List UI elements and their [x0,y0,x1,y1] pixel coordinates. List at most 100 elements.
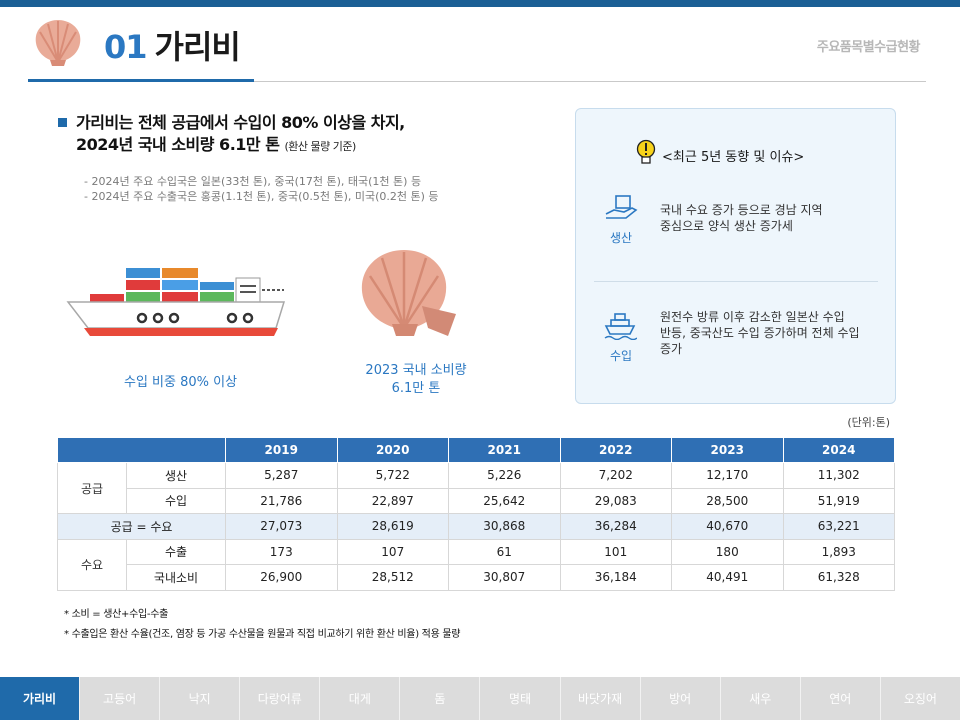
detail-import-countries: - 2024년 주요 수입국은 일본(33천 톤), 중국(17천 톤), 태국… [84,175,422,188]
table-cell: 5,226 [448,462,561,489]
footnotes: * 소비 = 생산+수입-수출 * 수출입은 환산 수율(건조, 염장 등 가공… [64,605,460,645]
headline-line1: 가리비는 전체 공급에서 수입이 80% 이상을 차지, [76,113,405,132]
row-label: 국내소비 [126,564,226,591]
trend-panel [575,108,896,404]
ship-icon [604,313,637,340]
production-text: 국내 수요 증가 등으로 경남 지역 중심으로 양식 생산 증가세 [660,202,884,234]
table-row: 국내소비 26,900 28,512 30,807 36,184 40,491 … [58,564,895,591]
footnote-conversion: * 수출입은 환산 수율(건조, 염장 등 가공 수산물을 원물과 직접 비교하… [64,629,461,640]
table-cell: 21,786 [225,487,338,514]
scallop-shell-illustration [361,250,456,336]
shell-caption-line2: 6.1만 톤 [391,381,441,396]
lightbulb-icon [636,139,656,164]
table-cell: 28,500 [671,487,784,514]
table-cell: 101 [559,538,672,565]
summary-headline: 가리비는 전체 공급에서 수입이 80% 이상을 차지, 2024년 국내 소비… [76,112,405,158]
bullet-marker [58,118,67,127]
table-header-row: 2019 2020 2021 2022 2023 2024 [57,437,895,463]
table-cell: 61,328 [782,564,895,591]
nav-tab-salmon[interactable]: 연어 [800,677,881,720]
table-row-balance: 공급 = 수요 27,073 28,619 30,868 36,284 40,6… [57,513,895,540]
shell-caption: 2023 국내 소비량 6.1만 톤 [346,362,486,398]
headline-line2: 2024년 국내 소비량 6.1만 톤 [76,135,280,154]
demand-group-label: 수요 [57,538,127,591]
nav-tab-mackerel[interactable]: 고등어 [80,677,161,720]
year-header: 2022 [559,437,672,463]
year-header: 2020 [336,437,449,463]
section-label: 주요품목별수급현황 [816,40,921,55]
row-label: 수입 [126,487,226,514]
header-divider-accent [28,79,254,82]
table-cell: 36,184 [559,564,672,591]
supply-group-label: 공급 [57,462,127,514]
year-header: 2023 [671,437,784,463]
table-cell: 1,893 [782,538,895,565]
table-cell: 61 [448,538,561,565]
table-corner [57,437,226,463]
summary-details: - 2024년 주요 수입국은 일본(33천 톤), 중국(17천 톤), 태국… [84,174,439,204]
header-divider [30,81,926,82]
table-cell: 30,807 [448,564,561,591]
table-cell: 11,302 [782,462,895,489]
table-cell: 5,722 [336,462,449,489]
table-cell: 26,900 [225,564,338,591]
nav-tab-scallop[interactable]: 가리비 [0,677,81,720]
import-text: 원전수 방류 이후 감소한 일본산 수입 반등, 중국산도 수입 증가하며 전체… [660,309,884,357]
table-cell: 29,083 [559,487,672,514]
table-cell: 7,202 [559,462,672,489]
table-cell: 63,221 [782,513,895,540]
page-title: 01 가리비 [104,22,241,68]
table-cell: 5,287 [225,462,338,489]
year-header: 2019 [225,437,338,463]
table-cell: 28,619 [336,513,449,540]
headline-note: (환산 물량 기준) [284,140,357,153]
year-header: 2021 [448,437,561,463]
cargo-ship-icon [66,268,286,336]
table-cell: 22,897 [336,487,449,514]
row-label: 공급 = 수요 [57,513,226,540]
shell-caption-line1: 2023 국내 소비량 [365,363,467,378]
panel-divider [594,281,878,282]
footnote-consumption: * 소비 = 생산+수입-수출 [64,609,169,620]
nav-tab-yellowtail[interactable]: 방어 [640,677,721,720]
table-cell: 28,512 [336,564,449,591]
table-cell: 40,491 [671,564,784,591]
supply-demand-table: 2019 2020 2021 2022 2023 2024 공급 생산 5,28… [57,437,895,591]
scallop-icon [35,20,81,66]
table-row: 수입 21,786 22,897 25,642 29,083 28,500 51… [58,487,895,514]
table-cell: 173 [225,538,338,565]
panel-title: <최근 5년 동향 및 이슈> [662,150,805,165]
item-nav-bar: 가리비 고등어 낙지 다랑어류 대게 돔 명태 바닷가재 방어 새우 연어 오징… [0,677,960,720]
import-text-line2: 반등, 중국산도 수입 증가하며 전체 수입 [660,326,860,340]
ship-caption: 수입 비중 80% 이상 [124,375,238,390]
table-cell: 180 [671,538,784,565]
year-header: 2024 [782,437,895,463]
import-text-line1: 원전수 방류 이후 감소한 일본산 수입 [660,310,845,324]
nav-tab-snow-crab[interactable]: 대게 [320,677,401,720]
production-text-line1: 국내 수요 증가 등으로 경남 지역 [660,203,823,217]
hand-box-icon [605,195,638,219]
table-row: 공급 생산 5,287 5,722 5,226 7,202 12,170 11,… [57,462,895,514]
nav-tab-pollock[interactable]: 명태 [480,677,561,720]
table-cell: 107 [336,538,449,565]
production-label: 생산 [609,231,633,245]
nav-tab-octopus[interactable]: 낙지 [160,677,241,720]
top-accent-bar [0,0,960,7]
nav-tab-lobster[interactable]: 바닷가재 [560,677,641,720]
detail-export-countries: - 2024년 주요 수출국은 홍콩(1.1천 톤), 중국(0.5천 톤), … [84,190,439,203]
table-cell: 25,642 [448,487,561,514]
nav-tab-squid[interactable]: 오징어 [880,677,960,720]
table-cell: 51,919 [782,487,895,514]
nav-tab-sea-bream[interactable]: 돔 [400,677,481,720]
nav-tab-tuna[interactable]: 다랑어류 [240,677,321,720]
table-cell: 30,868 [448,513,561,540]
production-text-line2: 중심으로 양식 생산 증가세 [660,219,793,233]
import-text-line3: 증가 [660,342,683,356]
import-label: 수입 [609,349,633,363]
nav-tab-shrimp[interactable]: 새우 [720,677,801,720]
section-number: 01 [104,28,148,66]
unit-label: (단위:톤) [847,416,890,429]
section-title: 가리비 [154,28,241,66]
table-row: 수요 수출 173 107 61 101 180 1,893 [57,538,895,591]
table-cell: 40,670 [671,513,784,540]
